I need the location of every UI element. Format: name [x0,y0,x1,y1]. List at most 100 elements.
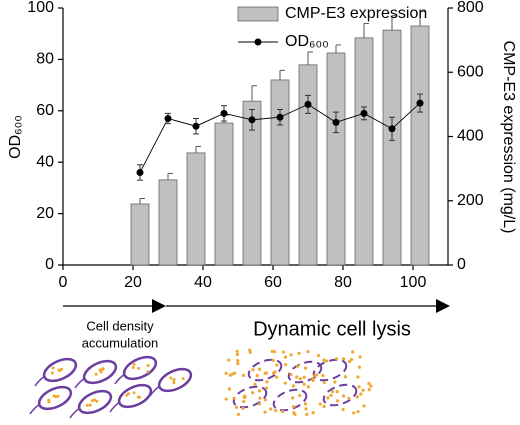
protein-dot [302,382,306,386]
protein-dot [356,410,360,414]
y-tick-label: 40 [36,153,54,170]
protein-dot [297,351,301,355]
protein-dot [341,357,346,361]
protein-dot [357,385,361,389]
protein-dot [303,366,308,370]
y2-axis-label: CMP-E3 expression (mg/L) [500,41,517,234]
y2-tick-label: 400 [457,128,484,145]
protein-dot [367,387,371,392]
protein-dot [283,381,287,385]
protein-dot [284,362,288,367]
point [276,113,284,121]
protein-dot [236,359,240,363]
cell-illustration [29,348,373,419]
protein-dot [335,399,340,403]
protein-dot [369,384,373,388]
point [416,99,424,107]
protein-dot [235,352,240,357]
y-tick-label: 80 [36,51,54,68]
protein-dot [355,395,359,399]
protein-dot [264,371,269,375]
protein-dot [253,382,257,386]
protein-dot [298,394,302,398]
point [388,125,396,133]
cell [77,389,113,415]
y-axis-label: OD₆₀₀ [7,115,24,159]
y-tick-label: 0 [45,256,54,273]
protein-dot [272,350,277,354]
protein-dot [235,349,239,353]
protein-dot [311,378,315,383]
cell-dot [95,399,99,403]
x-tick-label: 80 [334,274,352,291]
x-tick-label: 0 [59,274,68,291]
x-tick-label: 20 [124,274,142,291]
protein-dot [231,372,235,376]
arrow-head [152,299,166,313]
protein-dot [251,368,255,372]
cell-dot [146,370,150,374]
protein-dot [362,404,366,408]
cell-dot [57,368,61,372]
protein-dot [335,390,339,394]
cell-dot [101,367,105,371]
protein-dot [306,385,311,389]
protein-dot [269,407,273,411]
y2-tick-label: 800 [457,0,484,16]
protein-dot [293,412,297,416]
protein-dot [322,380,326,385]
flagellum [74,377,86,389]
protein-dot [318,402,322,406]
protein-dot [280,409,284,414]
flagellum [149,385,161,397]
protein-dot [347,396,351,400]
cell-dot [125,393,129,397]
protein-dot [283,355,288,359]
protein-dot [341,394,346,398]
cell-dot [94,372,98,376]
protein-dot [236,362,240,366]
protein-dot [306,349,310,354]
protein-dot [324,359,329,363]
phase-label: Cell density [86,318,154,333]
protein-dot [257,402,262,406]
protein-dot [291,384,296,388]
protein-dot [359,392,363,396]
protein-dot [291,405,296,409]
protein-dot [263,410,267,414]
cell-dot [136,395,140,399]
cell-dot [51,366,55,370]
protein-dot [317,354,321,358]
y2-tick-label: 600 [457,63,484,80]
protein-dot [224,371,228,375]
protein-dot [232,396,236,400]
legend-label: CMP-E3 expression [285,5,427,22]
bar [270,79,290,266]
bar [354,37,374,266]
protein-dot [305,412,309,416]
protein-dot [304,407,308,411]
bar [382,29,402,266]
protein-dot [255,373,259,378]
protein-dot [333,380,337,384]
cell [117,383,153,409]
bar [326,52,346,266]
flagellum [34,375,46,387]
y-tick-label: 20 [36,205,54,222]
bar [214,122,234,266]
protein-dot [349,357,354,362]
point [220,109,228,117]
point [164,115,172,123]
protein-dot [303,402,308,406]
protein-dot [298,377,302,381]
protein-dot [295,375,299,379]
cell-dot [85,403,89,407]
protein-dot [343,375,347,379]
cell [122,355,158,381]
lysed-cell [247,358,283,382]
point [332,118,340,126]
protein-dot [289,353,293,357]
protein-dot [241,406,245,411]
point [248,116,256,124]
x-tick-label: 40 [194,274,212,291]
